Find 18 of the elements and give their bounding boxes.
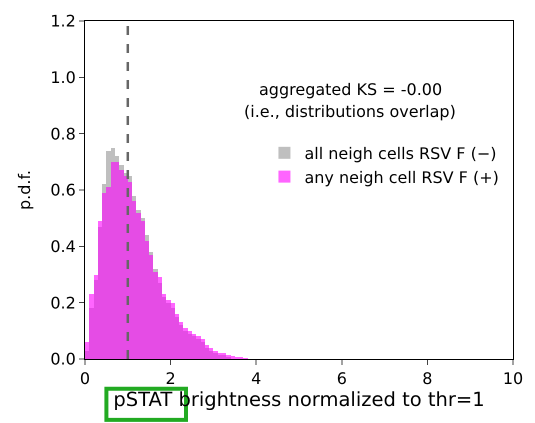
- y-tick-label: 0.6: [50, 180, 76, 200]
- x-tick-label: 6: [336, 369, 347, 388]
- y-tick-label: 1.2: [50, 12, 76, 31]
- legend-label: any neigh cell RSV F (+): [304, 168, 499, 187]
- x-tick-label: 2: [166, 369, 176, 388]
- y-axis-title: p.d.f.: [15, 170, 34, 210]
- y-tick-label: 0.0: [50, 350, 76, 369]
- y-tick-label: 0.4: [50, 236, 76, 256]
- y-tick-label: 1.0: [50, 68, 76, 87]
- y-tick-label: 0.2: [50, 293, 76, 312]
- y-tick-label: 0.8: [50, 124, 76, 144]
- x-tick-label: 8: [422, 369, 432, 388]
- annotation: (i.e., distributions overlap): [244, 102, 456, 121]
- x-tick-label: 0: [80, 369, 90, 388]
- x-tick-label: 10: [502, 369, 524, 388]
- x-tick-label: 4: [251, 369, 262, 388]
- annotation: aggregated KS = -0.00: [259, 80, 442, 99]
- legend-label: all neigh cells RSV F (−): [304, 144, 496, 164]
